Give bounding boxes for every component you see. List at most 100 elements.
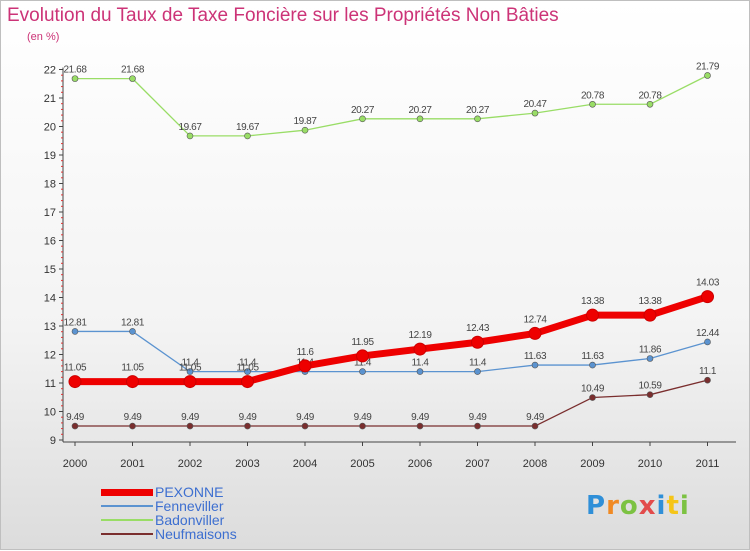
data-label: 20.27 [408,105,432,116]
x-tick-label: 2004 [293,458,317,470]
y-tick-label: 18 [44,179,56,191]
data-point [704,376,711,384]
data-point [646,391,654,398]
legend-label: PEXONNE [155,484,224,500]
data-label: 9.49 [296,412,315,423]
data-label: 9.49 [526,412,545,423]
data-label: 9.49 [354,412,373,423]
data-point [589,394,596,401]
x-tick-label: 2005 [350,458,374,470]
legend-label: Neufmaisons [155,526,237,542]
logo-letter: r [606,491,620,521]
data-label: 12.43 [466,323,490,334]
x-tick-label: 2010 [638,458,662,470]
x-tick-label: 2007 [465,458,489,470]
data-label: 9.49 [239,412,258,423]
data-point [416,422,424,430]
data-point [646,355,654,362]
y-tick-label: 20 [44,122,56,134]
data-label: 20.27 [351,105,375,116]
data-label: 11.05 [64,363,87,374]
data-label: 11.4 [181,358,199,369]
data-point [704,338,711,346]
data-label: 19.87 [293,116,317,127]
data-point [129,75,136,82]
data-label: 13.38 [581,296,605,307]
data-point [71,422,79,430]
data-point [301,422,309,430]
series-line-badonviller [75,74,708,137]
data-point [129,422,136,430]
data-label: 11.4 [354,358,372,369]
data-point [474,422,481,430]
data-point [359,115,366,123]
data-point [704,72,711,79]
data-point [531,109,539,117]
data-point [186,132,194,140]
data-label: 9.49 [469,412,488,423]
legend-label: Fenneviller [155,498,224,514]
x-tick-label: 2000 [63,458,87,470]
x-tick-label: 2006 [408,458,432,470]
series-line-fenneviller [75,330,708,373]
y-tick-label: 21 [44,93,56,105]
data-point [416,368,424,375]
data-label: 11.4 [469,358,487,369]
data-point [301,126,309,134]
data-label: 10.49 [581,384,605,395]
logo-letter: i [679,491,690,521]
data-point [71,75,79,82]
data-label: 13.38 [638,296,662,307]
data-point [589,100,596,108]
data-point [244,132,251,140]
data-point [356,349,369,363]
x-tick-label: 2003 [235,458,259,470]
data-point [241,375,254,389]
logo-letter: t [666,491,680,521]
data-label: 12.44 [696,328,720,339]
data-label: 21.68 [121,65,145,76]
data-label: 11.05 [236,363,259,374]
chart-title: Evolution du Taux de Taxe Foncière sur l… [7,5,559,26]
legend-swatch-fenneviller [101,505,153,507]
data-label: 14.03 [696,278,720,289]
x-tick-label: 2008 [523,458,547,470]
data-label: 12.19 [408,330,432,341]
data-point [646,100,654,108]
legend-item-badonviller: Badonviller [101,513,301,527]
data-label: 11.95 [351,337,374,348]
x-tick-label: 2002 [178,458,202,470]
data-point [129,328,136,335]
y-tick-label: 12 [44,350,56,362]
data-point [359,368,366,375]
data-label: 20.78 [581,90,605,101]
data-point [298,359,312,373]
data-point [416,115,424,123]
data-label: 12.81 [121,317,145,328]
data-label: 9.49 [181,412,200,423]
chart-legend: PEXONNE Fenneviller Badonviller Neufmais… [101,485,301,541]
data-label: 9.49 [66,412,85,423]
data-label: 11.4 [239,358,257,369]
data-point [701,290,714,304]
data-point [528,326,542,340]
x-tick-label: 2011 [696,458,720,470]
data-label: 11.63 [581,351,604,362]
data-point [413,342,427,356]
data-label: 19.67 [178,122,202,133]
logo-letter: i [656,491,667,521]
legend-swatch-pexonne [101,488,153,496]
legend-swatch-badonviller [101,519,153,521]
data-point [474,115,481,123]
data-label: 11.63 [524,351,547,362]
data-label: 11.86 [639,344,662,355]
data-point [244,368,251,375]
y-tick-label: 14 [44,293,56,305]
data-label: 11.05 [179,363,202,374]
y-tick-label: 11 [45,378,56,390]
data-point [643,308,657,322]
y-tick-label: 16 [44,236,56,248]
data-label: 21.79 [696,61,720,72]
legend-item-neufmaisons: Neufmaisons [101,527,301,541]
